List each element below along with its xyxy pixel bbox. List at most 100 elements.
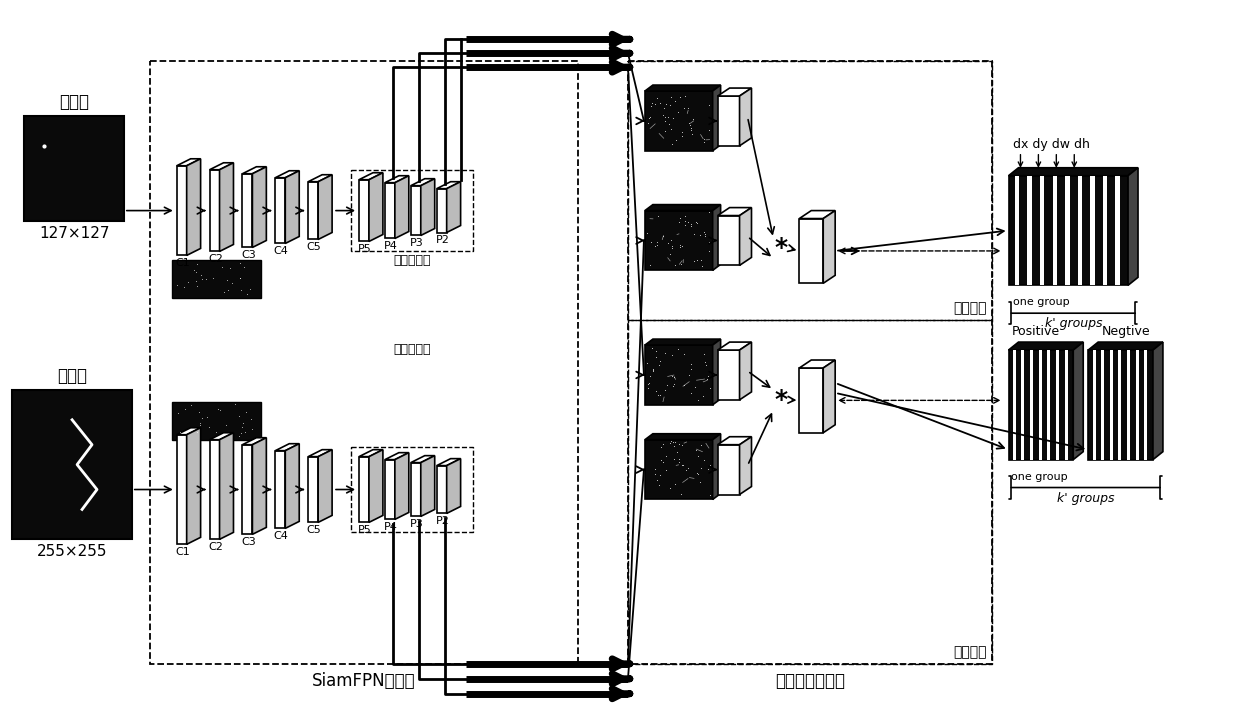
Polygon shape xyxy=(1053,175,1056,285)
Text: C4: C4 xyxy=(274,247,289,256)
Polygon shape xyxy=(645,440,713,499)
Polygon shape xyxy=(1008,167,1138,175)
Polygon shape xyxy=(360,173,383,180)
Bar xyxy=(150,61,578,664)
Polygon shape xyxy=(1153,342,1163,459)
Text: C4: C4 xyxy=(274,531,289,542)
Text: P3: P3 xyxy=(410,239,424,248)
Polygon shape xyxy=(645,91,713,151)
Text: 模板帧: 模板帧 xyxy=(60,93,89,111)
Polygon shape xyxy=(645,210,713,270)
Polygon shape xyxy=(446,459,460,513)
Polygon shape xyxy=(823,360,836,432)
Polygon shape xyxy=(1008,342,1084,350)
Text: k' groups: k' groups xyxy=(1056,491,1115,505)
Text: C3: C3 xyxy=(241,537,255,547)
Text: P2: P2 xyxy=(435,516,450,526)
Bar xyxy=(351,170,472,251)
Polygon shape xyxy=(410,456,435,462)
Polygon shape xyxy=(1089,350,1153,459)
Polygon shape xyxy=(1048,350,1050,459)
Polygon shape xyxy=(370,173,383,242)
Bar xyxy=(171,402,262,440)
Polygon shape xyxy=(309,175,332,182)
Polygon shape xyxy=(176,428,201,435)
Polygon shape xyxy=(1008,175,1128,285)
Bar xyxy=(12,390,131,539)
Polygon shape xyxy=(384,459,394,519)
Polygon shape xyxy=(243,438,267,445)
Text: one group: one group xyxy=(1013,297,1070,307)
Polygon shape xyxy=(309,182,319,240)
Polygon shape xyxy=(739,88,751,146)
Polygon shape xyxy=(1128,167,1138,285)
Text: Positive: Positive xyxy=(1012,325,1060,338)
Polygon shape xyxy=(1092,350,1096,459)
Polygon shape xyxy=(1127,350,1130,459)
Polygon shape xyxy=(275,443,299,451)
Text: C1: C1 xyxy=(175,547,190,558)
Polygon shape xyxy=(187,159,201,256)
Polygon shape xyxy=(420,178,435,235)
Polygon shape xyxy=(410,178,435,186)
Polygon shape xyxy=(219,163,233,251)
Polygon shape xyxy=(1014,175,1019,285)
Polygon shape xyxy=(739,207,751,266)
Text: k' groups: k' groups xyxy=(1044,317,1102,331)
Polygon shape xyxy=(210,440,219,539)
Polygon shape xyxy=(718,88,751,96)
Polygon shape xyxy=(1065,350,1068,459)
Text: P2: P2 xyxy=(435,235,450,245)
Polygon shape xyxy=(176,159,201,166)
Polygon shape xyxy=(1136,350,1138,459)
Polygon shape xyxy=(1022,350,1024,459)
Polygon shape xyxy=(243,167,267,174)
Polygon shape xyxy=(1074,342,1084,459)
Polygon shape xyxy=(1145,350,1147,459)
Polygon shape xyxy=(800,210,836,218)
Polygon shape xyxy=(1078,175,1083,285)
Polygon shape xyxy=(718,437,751,445)
Polygon shape xyxy=(394,453,409,519)
Polygon shape xyxy=(713,205,720,270)
Polygon shape xyxy=(1118,350,1121,459)
Text: Negtive: Negtive xyxy=(1101,325,1149,338)
Polygon shape xyxy=(176,166,187,256)
Bar xyxy=(351,447,472,532)
Polygon shape xyxy=(645,339,720,345)
Polygon shape xyxy=(1039,350,1042,459)
Polygon shape xyxy=(823,210,836,283)
Bar xyxy=(627,320,992,664)
Text: 分类分支: 分类分支 xyxy=(954,645,987,659)
Polygon shape xyxy=(1013,350,1016,459)
Polygon shape xyxy=(645,345,713,405)
Text: one group: one group xyxy=(1011,472,1068,482)
Polygon shape xyxy=(275,171,299,178)
Text: C3: C3 xyxy=(241,250,255,261)
Text: P4: P4 xyxy=(384,523,398,532)
Polygon shape xyxy=(645,434,720,440)
Polygon shape xyxy=(410,462,420,516)
Polygon shape xyxy=(739,437,751,494)
Text: P4: P4 xyxy=(384,242,398,251)
Polygon shape xyxy=(176,435,187,545)
Polygon shape xyxy=(219,432,233,539)
Bar xyxy=(171,261,262,298)
Text: *: * xyxy=(775,388,787,412)
Polygon shape xyxy=(243,445,253,534)
Polygon shape xyxy=(718,350,739,400)
Text: 127×127: 127×127 xyxy=(38,226,109,240)
Polygon shape xyxy=(384,183,394,239)
Polygon shape xyxy=(1110,350,1112,459)
Bar xyxy=(25,116,124,221)
Text: C5: C5 xyxy=(306,242,321,253)
Polygon shape xyxy=(1101,350,1104,459)
Polygon shape xyxy=(446,182,460,232)
Polygon shape xyxy=(210,163,233,170)
Polygon shape xyxy=(1056,350,1059,459)
Polygon shape xyxy=(718,342,751,350)
Polygon shape xyxy=(800,368,823,432)
Polygon shape xyxy=(319,175,332,240)
Text: 尺度特征层: 尺度特征层 xyxy=(393,254,430,267)
Polygon shape xyxy=(275,178,285,243)
